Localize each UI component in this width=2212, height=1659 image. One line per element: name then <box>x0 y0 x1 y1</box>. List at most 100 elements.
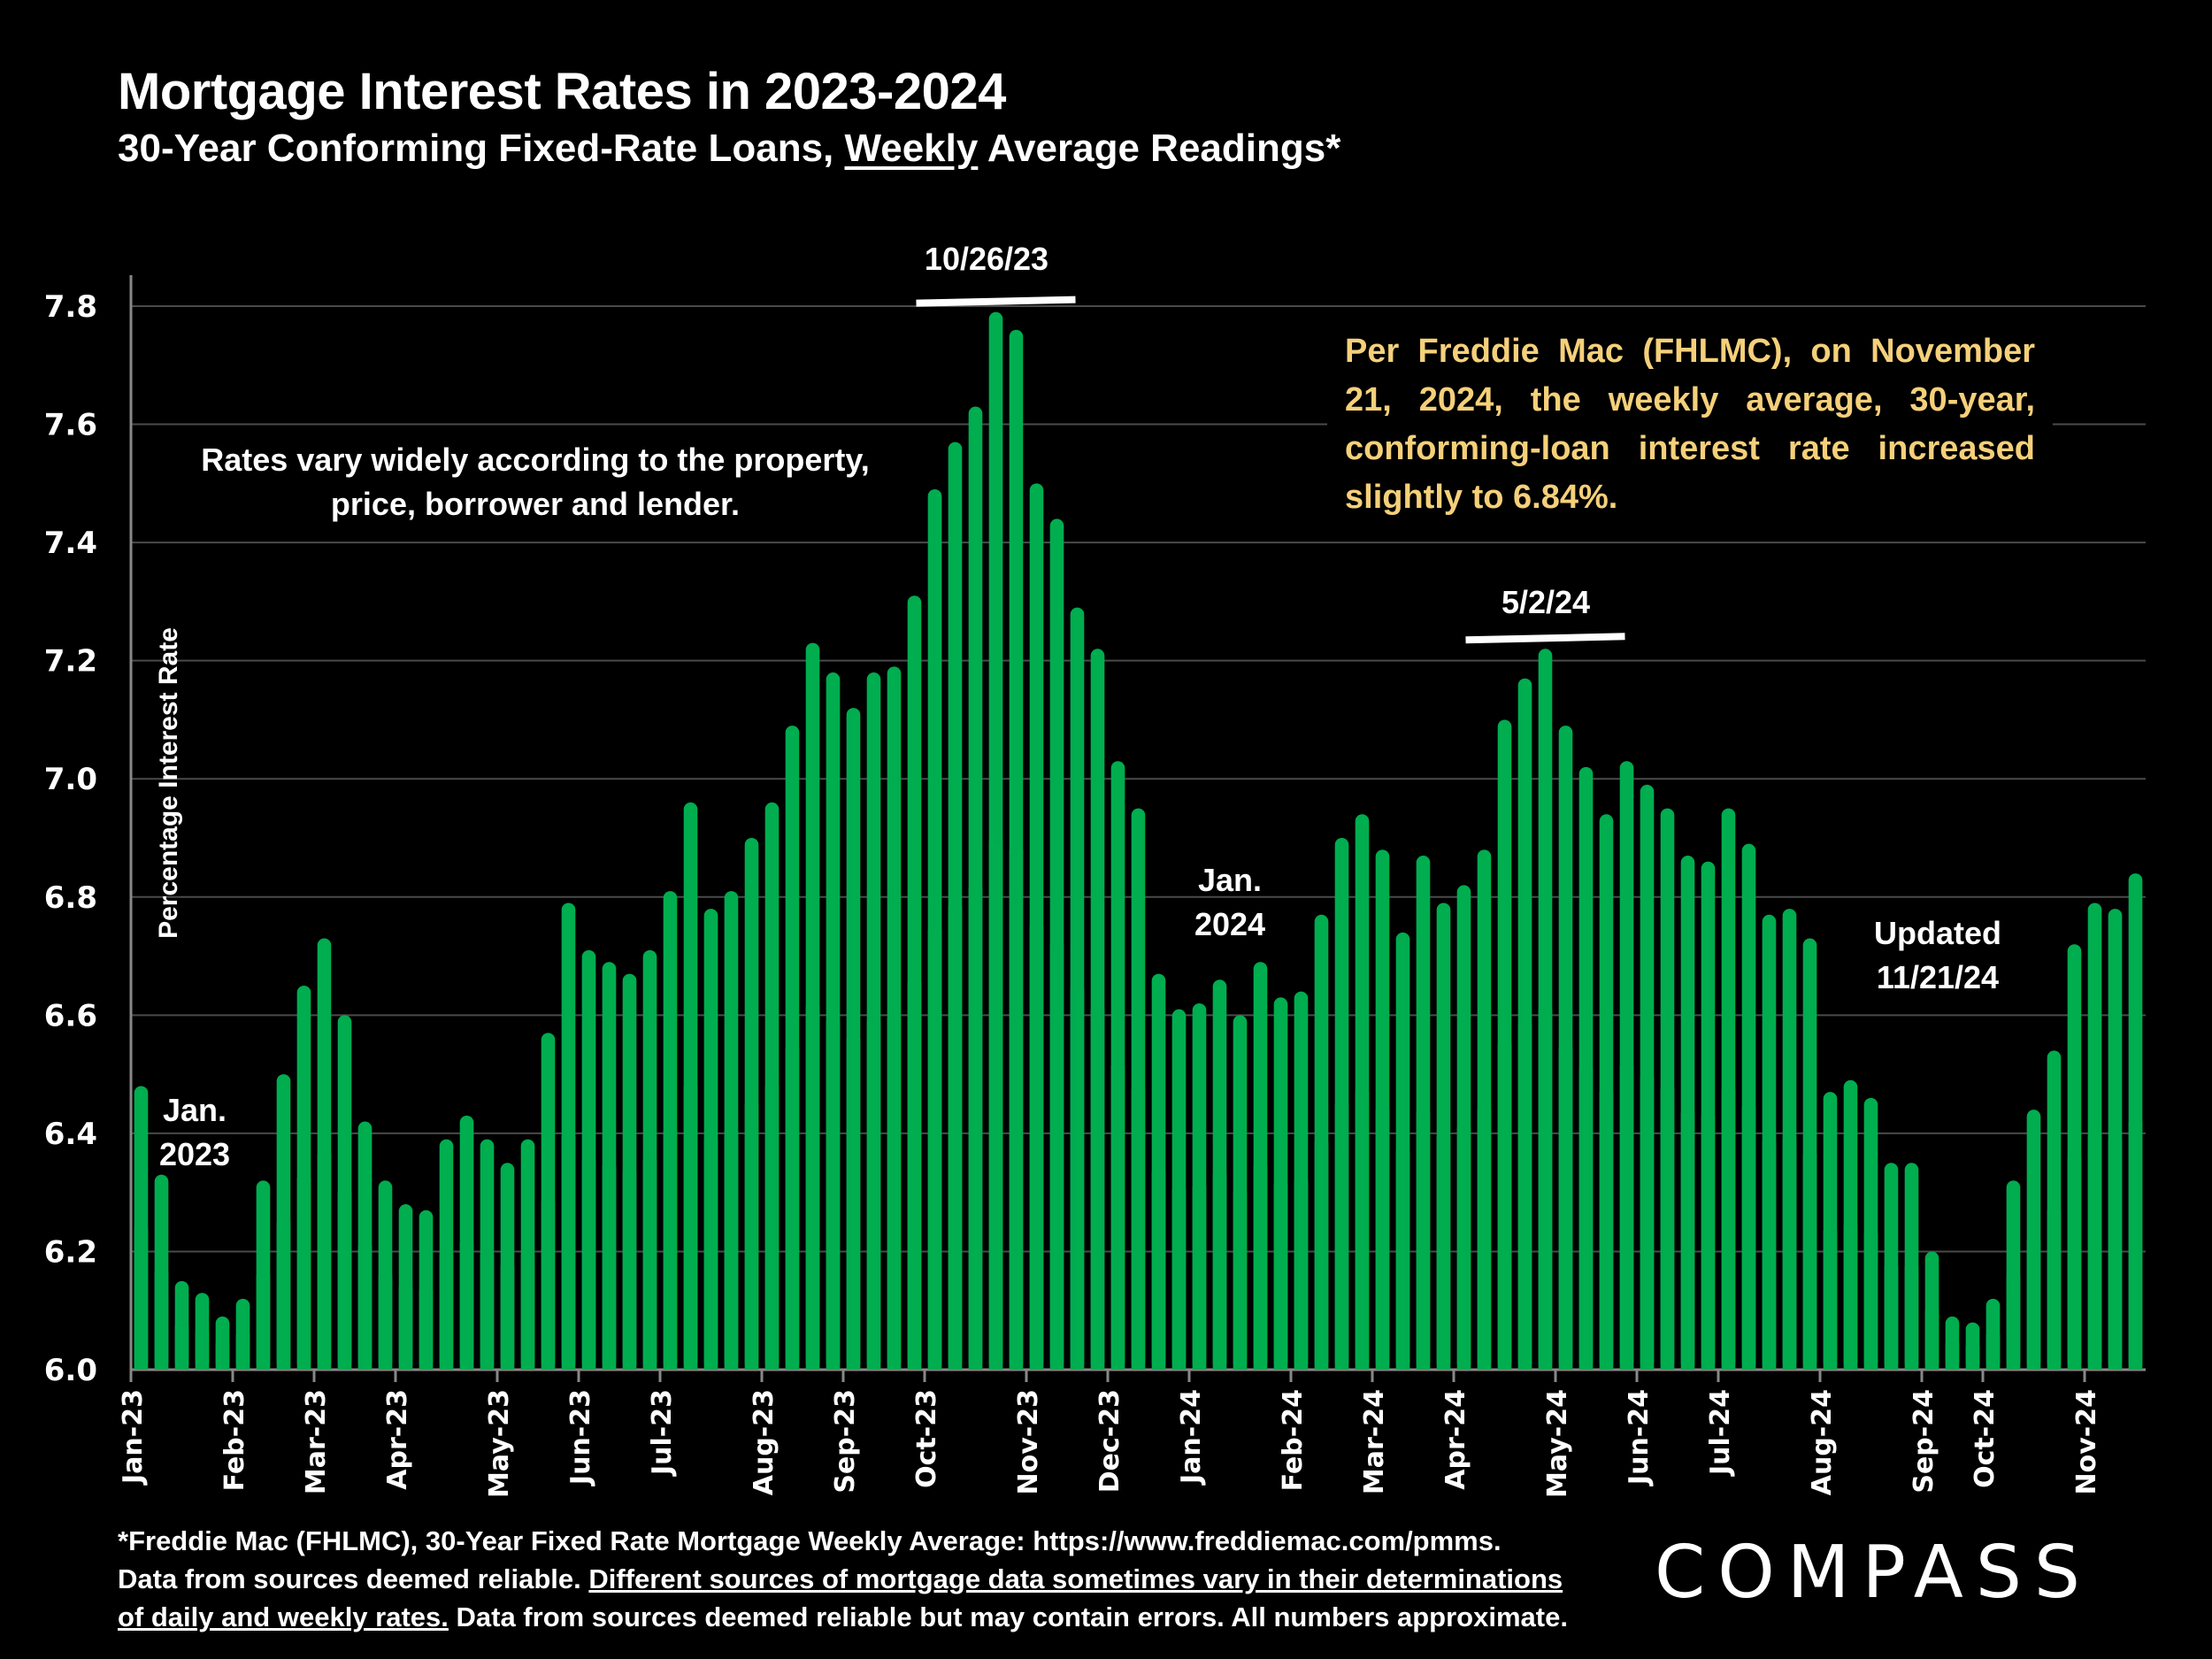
bar-base <box>439 1254 454 1370</box>
bar-base <box>480 1254 495 1370</box>
x-tick-label: Oct-24 <box>1970 1389 2001 1488</box>
y-tick-label: 6.2 <box>44 1234 97 1270</box>
bar-base <box>1355 1092 1370 1370</box>
x-tick-label: May-23 <box>484 1389 515 1498</box>
bar-base <box>1741 1106 1756 1370</box>
bar-base <box>195 1331 210 1370</box>
bar-base <box>1253 1165 1268 1370</box>
peak-marker <box>916 296 1076 307</box>
bar-base <box>948 905 963 1370</box>
bar-base <box>703 1139 718 1370</box>
jan2024-line-2: 2024 <box>1194 906 1266 942</box>
label-jan-2024: Jan. 2024 <box>1177 858 1283 947</box>
bar-base <box>1558 1048 1573 1370</box>
bar-base <box>2108 1139 2123 1370</box>
bar-base <box>1497 1044 1512 1370</box>
bar-base <box>663 1130 678 1370</box>
x-tick-label: Sep-24 <box>1909 1389 1939 1494</box>
note-line-1: Rates vary widely according to the prope… <box>201 442 870 478</box>
bar-base <box>1049 944 1064 1370</box>
x-tick-label: Jun-24 <box>1624 1389 1655 1486</box>
compass-logo: COMPASS <box>1655 1531 2093 1615</box>
y-tick-label: 6.0 <box>44 1353 97 1388</box>
bar-base <box>357 1245 373 1370</box>
bar-base <box>1090 1009 1105 1370</box>
x-tick-label: Feb-24 <box>1278 1389 1309 1491</box>
updated-line-2: 11/21/24 <box>1876 959 2000 995</box>
bar-base <box>1538 1009 1553 1370</box>
bar-base <box>683 1086 698 1370</box>
footer-line-2-underlined: Different sources of mortgage data somet… <box>588 1563 1563 1594</box>
peak-marker <box>1465 633 1625 644</box>
bar-base <box>1578 1068 1594 1370</box>
bar-base <box>1599 1092 1614 1370</box>
bar-base <box>215 1342 230 1370</box>
label-peak-2024: 5/2/24 <box>1501 584 1591 620</box>
x-tick-label: Jan-24 <box>1176 1389 1207 1486</box>
bar-base <box>1721 1088 1736 1370</box>
chart-subtitle: 30-Year Conforming Fixed-Rate Loans, Wee… <box>118 127 1340 171</box>
y-tick-label: 7.2 <box>44 644 97 680</box>
y-tick-label: 7.4 <box>44 526 97 561</box>
x-tick-label: Sep-23 <box>830 1389 861 1494</box>
x-tick-label: Oct-23 <box>911 1389 942 1488</box>
bar-base <box>1863 1233 1878 1370</box>
subtitle-pre: 30-Year Conforming Fixed-Rate Loans, <box>118 127 845 170</box>
bar-base <box>1640 1077 1655 1370</box>
bar-base <box>1701 1115 1716 1370</box>
jan2023-line-1: Jan. <box>162 1092 227 1128</box>
bar-base <box>134 1227 149 1370</box>
bar-base <box>1945 1342 1960 1370</box>
bar-base <box>1456 1127 1471 1370</box>
bar-base <box>846 1039 861 1370</box>
bar-base <box>744 1103 759 1370</box>
bar-base <box>581 1159 596 1370</box>
y-tick-label: 7.0 <box>44 762 97 797</box>
bar-base <box>2006 1275 2021 1370</box>
x-tick-label: Jul-24 <box>1705 1389 1736 1477</box>
y-tick-label: 6.4 <box>44 1117 97 1152</box>
bar-base <box>907 982 922 1370</box>
bar-base <box>541 1201 556 1370</box>
bar-base <box>764 1086 780 1370</box>
footer-line-3-underlined: of daily and weekly rates. <box>118 1601 449 1632</box>
bar-base <box>1171 1189 1187 1370</box>
bar-base <box>1924 1310 1939 1370</box>
bar-base <box>154 1271 169 1370</box>
bar-base <box>1395 1150 1410 1370</box>
x-tick-label: Jan-23 <box>118 1389 149 1486</box>
x-tick-label: Apr-24 <box>1440 1389 1471 1490</box>
bar-base <box>1029 926 1044 1370</box>
callout-freddie-mac: Per Freddie Mac (FHLMC), on November 21,… <box>1327 327 2053 522</box>
bar-base <box>1660 1088 1675 1370</box>
bar-base <box>805 1006 820 1370</box>
bar-base <box>887 1018 902 1370</box>
bar-base <box>1416 1112 1431 1370</box>
bar-base <box>1843 1225 1858 1370</box>
note-rates-vary: Rates vary widely according to the prope… <box>173 438 898 526</box>
bar-base <box>927 929 942 1370</box>
bar-base <box>1823 1231 1838 1370</box>
bar-base <box>642 1159 657 1370</box>
bar-base <box>276 1222 291 1370</box>
x-tick-label: Nov-24 <box>2071 1389 2102 1494</box>
y-tick-label: 6.8 <box>44 880 97 916</box>
label-peak-2023: 10/26/23 <box>924 241 1049 277</box>
y-axis-label: Percentage Interest Rate <box>154 627 183 939</box>
bar-base <box>1965 1346 1980 1370</box>
footer-line-3: of daily and weekly rates. Data from sou… <box>118 1598 1631 1636</box>
bar-base <box>785 1048 800 1370</box>
bar-base <box>1985 1333 2001 1370</box>
bar-base <box>1009 849 1024 1370</box>
note-line-2: price, borrower and lender. <box>330 486 741 522</box>
chart-canvas: 6.0 6.2 6.4 6.6 6.8 7.0 7.2 7.4 7.6 7.8 Percentage… <box>44 275 2146 1498</box>
x-tick-label: Mar-23 <box>301 1389 332 1494</box>
updated-line-1: Updated <box>1874 915 2001 951</box>
subtitle-weekly: Weekly <box>844 127 979 170</box>
chart-title: Mortgage Interest Rates in 2023-2024 <box>118 63 1006 120</box>
bar-base <box>398 1286 413 1370</box>
x-tick-label: Feb-23 <box>219 1389 250 1491</box>
jan2024-line-1: Jan. <box>1197 862 1263 898</box>
footer-source: *Freddie Mac (FHLMC), 30-Year Fixed Rate… <box>118 1522 1631 1636</box>
bar-base <box>459 1242 474 1370</box>
